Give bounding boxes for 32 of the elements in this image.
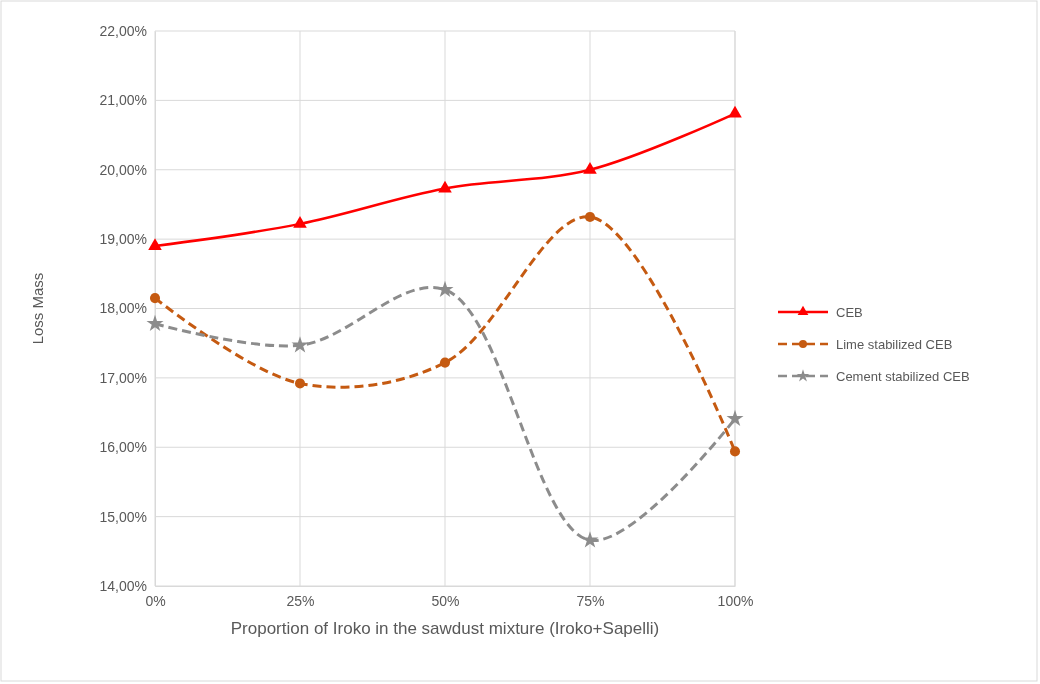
point: [438, 180, 452, 193]
point: [583, 161, 597, 174]
x-tick-label: 75%: [576, 592, 605, 609]
point: [294, 378, 306, 389]
point: [149, 293, 161, 304]
point: [148, 238, 162, 250]
y-tick-label: 17,00%: [99, 369, 147, 386]
point: [728, 105, 742, 118]
x-tick-label: 100%: [717, 592, 754, 609]
point: [726, 409, 744, 427]
y-tick-label: 16,00%: [99, 439, 147, 456]
y-axis-title: Loss Mass: [29, 272, 46, 345]
y-tick-label: 19,00%: [99, 231, 147, 248]
legend-label: Lime stabilized CEB: [836, 337, 953, 352]
point: [293, 216, 307, 228]
x-tick-label: 50%: [431, 592, 460, 609]
y-tick-label: 21,00%: [99, 92, 147, 109]
point: [729, 446, 741, 457]
point: [584, 211, 596, 222]
y-tick-label: 18,00%: [99, 300, 147, 317]
x-tick-label: 25%: [286, 592, 315, 609]
y-tick-label: 14,00%: [99, 577, 147, 594]
point: [439, 357, 451, 368]
y-tick-label: 22,00%: [99, 22, 147, 39]
x-axis-title: Proportion of Iroko in the sawdust mixture (Iroko+Sapelli): [230, 619, 660, 638]
point: [291, 336, 309, 353]
y-tick-label: 20,00%: [99, 161, 147, 178]
x-tick-label: 0%: [145, 592, 166, 609]
y-tick-label: 15,00%: [99, 508, 147, 525]
point: [146, 314, 164, 332]
legend-label: Cement stabilized CEB: [836, 369, 970, 384]
legend-label: CEB: [836, 305, 863, 320]
